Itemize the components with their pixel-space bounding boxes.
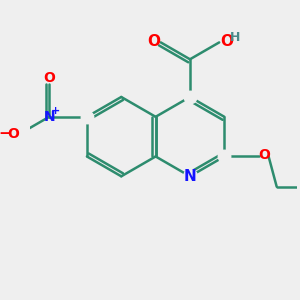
Text: +: + xyxy=(50,106,60,116)
Text: H: H xyxy=(230,31,240,44)
Text: O: O xyxy=(148,34,160,49)
Text: O: O xyxy=(220,34,233,49)
Text: O: O xyxy=(8,128,20,141)
Text: O: O xyxy=(258,148,270,162)
Text: O: O xyxy=(43,71,55,85)
Text: N: N xyxy=(184,169,196,184)
Text: −: − xyxy=(0,126,11,141)
Text: N: N xyxy=(44,110,55,124)
